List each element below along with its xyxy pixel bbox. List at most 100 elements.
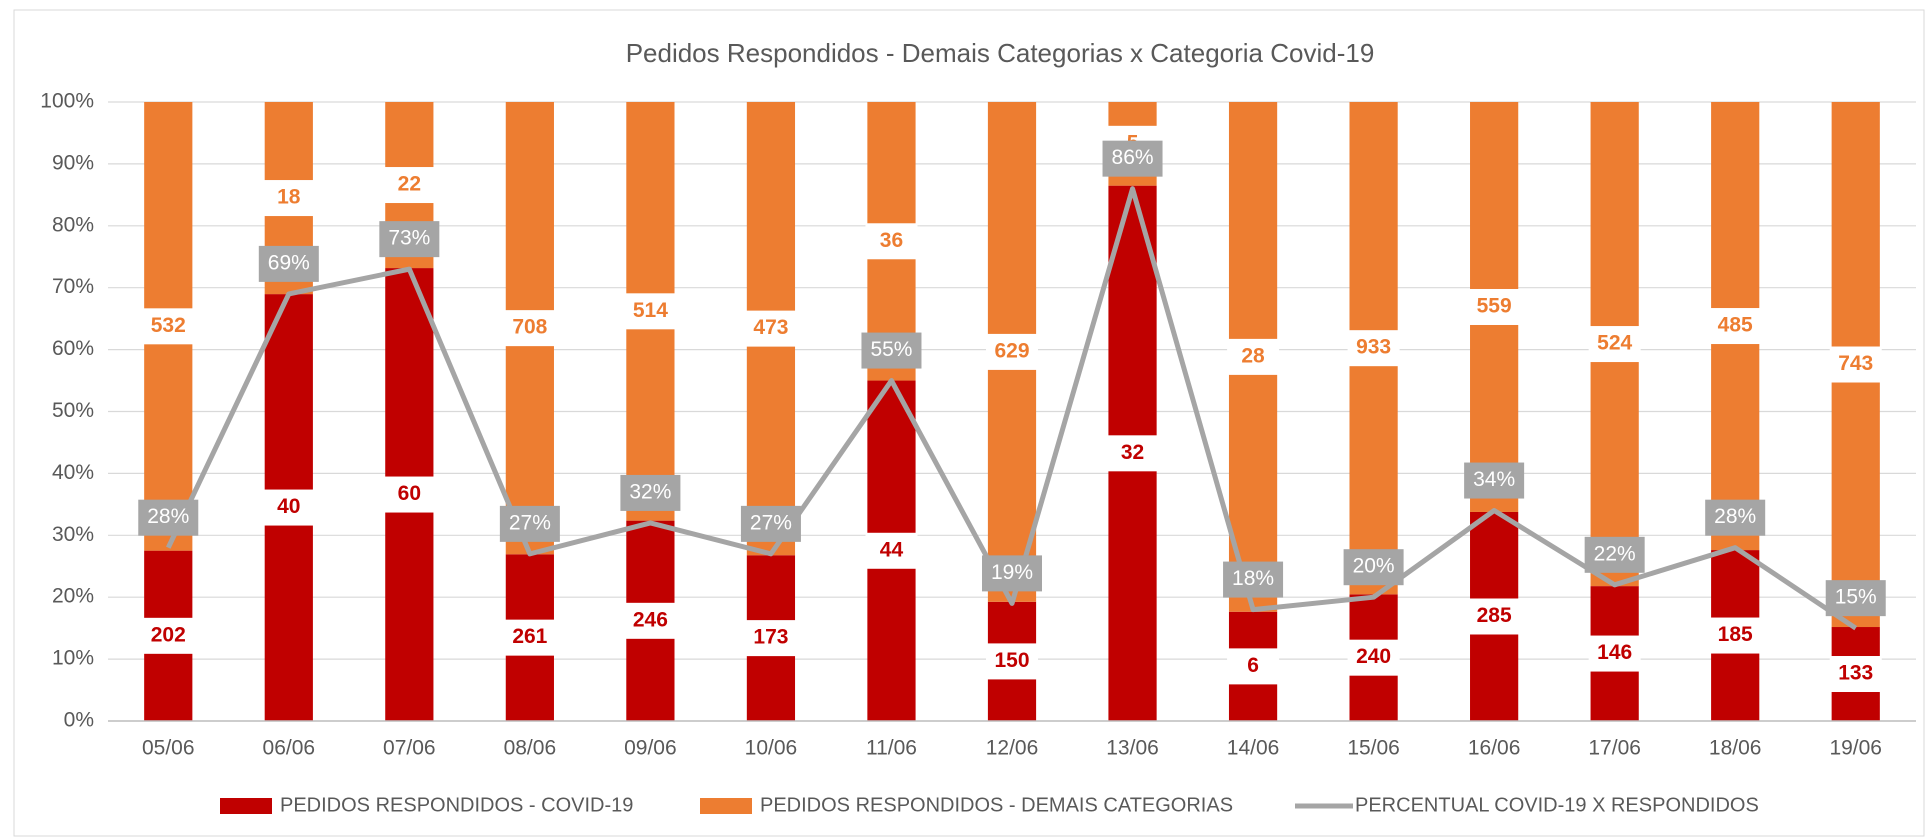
data-label-box <box>865 223 918 260</box>
data-label: 40 <box>277 495 300 518</box>
line-label-box <box>1584 536 1645 573</box>
line-label: 55% <box>870 338 912 361</box>
data-label-box <box>624 602 677 639</box>
data-label-box <box>1829 656 1882 693</box>
data-label-box <box>1347 330 1400 367</box>
data-label: 285 <box>1477 604 1512 627</box>
x-tick-label: 16/06 <box>1468 737 1521 760</box>
data-label-box <box>1227 338 1280 375</box>
data-label: 173 <box>753 626 788 649</box>
line-label: 27% <box>750 511 792 534</box>
y-tick-label: 100% <box>40 90 94 113</box>
data-label: 36 <box>880 229 903 252</box>
data-label-box <box>986 643 1038 680</box>
data-label: 514 <box>633 299 668 322</box>
data-label: 133 <box>1838 662 1873 685</box>
line-label-box <box>861 332 922 369</box>
data-label-box <box>142 308 195 345</box>
data-label: 261 <box>512 625 547 648</box>
x-tick-label: 08/06 <box>504 737 557 760</box>
line-label-box <box>1825 580 1886 617</box>
y-tick-label: 10% <box>52 647 94 670</box>
data-label: 32 <box>1121 441 1144 464</box>
line-label-box <box>379 221 440 258</box>
data-label: 202 <box>151 623 186 646</box>
legend-swatch <box>220 798 272 814</box>
y-tick-label: 20% <box>52 585 94 608</box>
line-label-box <box>740 505 801 542</box>
x-tick-label: 10/06 <box>745 737 798 760</box>
x-tick-label: 19/06 <box>1829 737 1882 760</box>
line-label: 15% <box>1835 586 1877 609</box>
line-label: 18% <box>1232 567 1274 590</box>
data-label: 743 <box>1838 352 1873 375</box>
line-label: 22% <box>1594 542 1636 565</box>
legend-label: PEDIDOS RESPONDIDOS - COVID-19 <box>280 794 633 816</box>
data-label-box <box>262 180 315 217</box>
data-label: 150 <box>994 649 1029 672</box>
data-label-box <box>1588 326 1641 363</box>
data-label-box <box>1468 598 1521 635</box>
data-label: 629 <box>994 339 1029 362</box>
x-tick-label: 12/06 <box>986 737 1039 760</box>
data-label-box <box>624 293 677 330</box>
legend-swatch <box>700 798 752 814</box>
data-label-box <box>383 167 436 204</box>
data-label: 22 <box>398 173 421 196</box>
y-tick-label: 60% <box>52 337 94 360</box>
data-label-box <box>1227 648 1280 685</box>
line-label-box <box>138 499 199 536</box>
data-label-box <box>1106 435 1159 472</box>
data-label-box <box>1709 308 1762 345</box>
y-tick-label: 70% <box>52 275 94 298</box>
data-label-box <box>1588 635 1641 672</box>
line-label: 69% <box>268 251 310 274</box>
line-label-box <box>499 505 560 542</box>
data-label: 44 <box>880 538 904 561</box>
line-label-box <box>258 245 319 282</box>
line-label: 73% <box>388 227 430 250</box>
x-tick-label: 11/06 <box>866 737 917 760</box>
x-tick-label: 05/06 <box>142 737 195 760</box>
data-label-box <box>142 617 195 654</box>
line-label: 34% <box>1473 468 1515 491</box>
line-label: 27% <box>509 511 551 534</box>
data-label-box <box>1829 346 1882 383</box>
legend-label: PERCENTUAL COVID-19 X RESPONDIDOS <box>1355 794 1759 816</box>
data-label: 559 <box>1477 295 1512 318</box>
data-label-box <box>1709 617 1762 654</box>
legend-label: PEDIDOS RESPONDIDOS - DEMAIS CATEGORIAS <box>760 794 1233 816</box>
data-label: 524 <box>1597 332 1632 355</box>
data-label-box <box>262 489 315 526</box>
data-label-box <box>986 333 1038 370</box>
x-tick-label: 06/06 <box>263 737 316 760</box>
data-label: 485 <box>1718 314 1753 337</box>
x-tick-label: 14/06 <box>1227 737 1280 760</box>
data-label: 473 <box>753 316 788 339</box>
data-label-box <box>503 619 556 656</box>
x-tick-label: 17/06 <box>1588 737 1641 760</box>
data-label-box <box>744 310 797 347</box>
data-label-box <box>1468 288 1521 325</box>
data-label-box <box>1347 639 1400 676</box>
data-label: 708 <box>512 316 547 339</box>
data-label: 6 <box>1247 654 1259 677</box>
line-label-box <box>982 555 1042 592</box>
line-label-box <box>620 474 681 511</box>
x-tick-label: 15/06 <box>1347 737 1400 760</box>
x-tick-label: 18/06 <box>1709 737 1762 760</box>
line-label-box <box>1343 549 1404 586</box>
data-label-box <box>865 532 918 569</box>
data-label: 532 <box>151 314 186 337</box>
data-label: 60 <box>398 482 421 505</box>
data-label-box <box>503 310 556 347</box>
y-tick-label: 90% <box>52 151 94 174</box>
y-tick-label: 80% <box>52 213 94 236</box>
data-label: 933 <box>1356 336 1391 359</box>
line-label: 28% <box>1714 505 1756 528</box>
line-label: 28% <box>147 505 189 528</box>
chart-title: Pedidos Respondidos - Demais Categorias … <box>626 38 1375 68</box>
y-tick-label: 50% <box>52 399 94 422</box>
line-percent <box>166 186 1858 631</box>
